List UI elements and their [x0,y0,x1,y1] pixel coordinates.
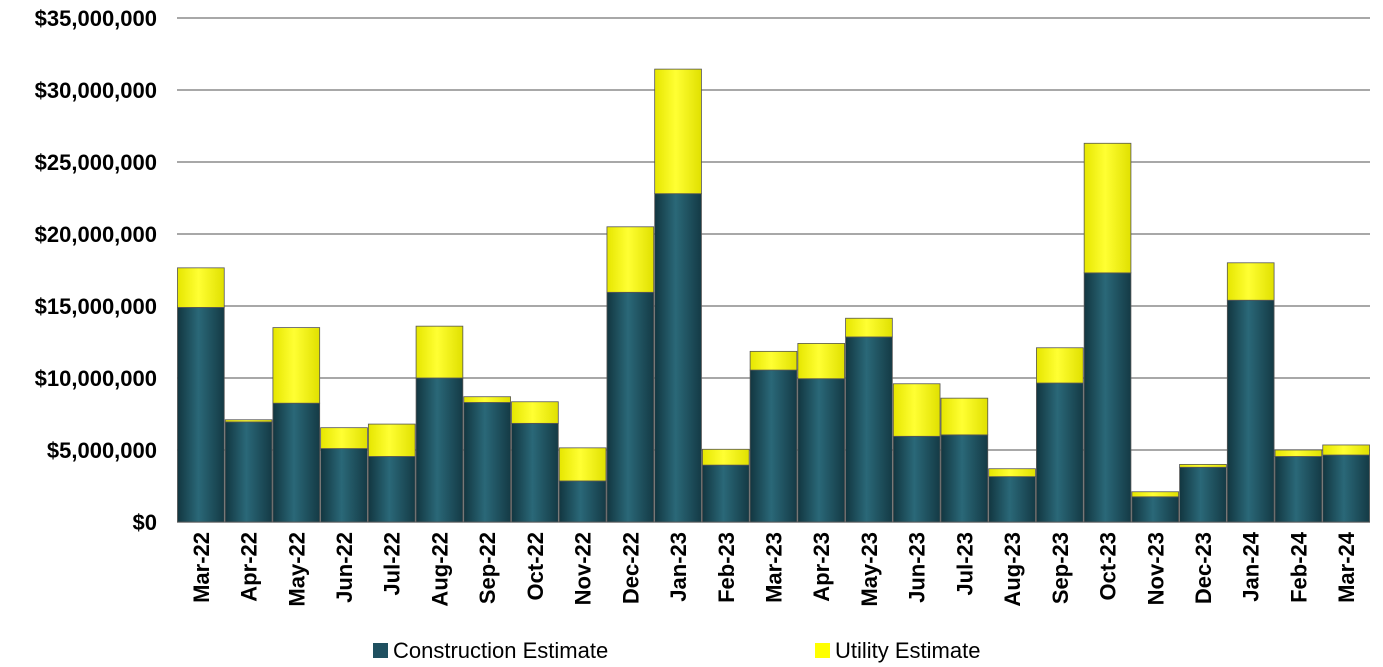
x-axis-tick-labels: Mar-22 Apr-22 May-22 Jun-22 Jul-22 Aug-22 Sep-… [189,531,1359,606]
legend: Construction Estimate Utility Estimate [373,638,980,663]
bar-utility-estimate [606,226,655,293]
bar-utility-estimate [845,317,893,338]
legend-label: Construction Estimate [393,638,608,663]
y-tick-label: $35,000,000 [35,6,157,31]
legend-label: Utility Estimate [835,638,980,663]
x-tick-label: Dec-22 [618,532,643,604]
bar-construction-estimate [606,291,655,523]
bar-utility-estimate [272,327,321,404]
legend-swatch [815,643,830,658]
bar-utility-estimate [1131,491,1180,498]
bar-construction-estimate [1274,456,1323,523]
bar-utility-estimate [749,350,798,371]
bar-construction-estimate [272,402,321,523]
bar-utility-estimate [1083,142,1132,274]
bar-utility-estimate [415,325,464,379]
y-axis-tick-labels: $0 $5,000,000 $10,000,000 $15,000,000 $20,00… [35,6,157,535]
x-tick-label: Oct-23 [1096,532,1121,600]
bar-utility-estimate [1322,444,1370,456]
bar-construction-estimate [654,193,702,523]
x-tick-label: Mar-24 [1334,531,1359,603]
bar-utility-estimate [1179,463,1227,468]
bar-construction-estimate [1322,454,1370,523]
bar-construction-estimate [1036,382,1084,523]
bar-construction-estimate [1131,496,1180,523]
bar-construction-estimate [988,476,1036,523]
bar-utility-estimate [463,396,511,403]
bar-construction-estimate [320,448,368,523]
x-tick-label: Mar-22 [189,532,214,603]
bar-utility-estimate [177,267,225,308]
y-tick-label: $5,000,000 [47,438,157,463]
bar-construction-estimate [558,480,607,523]
bar-utility-estimate [224,419,273,423]
bar-utility-estimate [1274,449,1323,457]
x-tick-label: Feb-23 [714,532,739,603]
bar-construction-estimate [224,421,273,523]
y-tick-label: $25,000,000 [35,150,157,175]
y-tick-label: $20,000,000 [35,222,157,247]
bar-construction-estimate [797,378,846,523]
bar-utility-estimate [797,343,846,380]
bar-utility-estimate [511,401,559,424]
bar-construction-estimate [892,435,941,523]
x-tick-label: Jul-22 [380,532,405,596]
x-tick-label: Dec-23 [1191,532,1216,604]
bar-utility-estimate [320,427,368,449]
x-tick-label: May-22 [284,532,309,607]
x-tick-label: Jan-24 [1239,531,1264,601]
x-tick-label: Sep-23 [1048,532,1073,604]
bar-construction-estimate [749,369,798,523]
x-tick-label: Apr-22 [237,532,262,602]
x-tick-label: Nov-23 [1143,532,1168,605]
x-tick-label: Aug-23 [1000,532,1025,607]
bar-utility-estimate [558,447,607,482]
bar-utility-estimate [988,468,1036,478]
x-tick-label: Apr-23 [809,532,834,602]
bar-construction-estimate [177,307,225,523]
bar-construction-estimate [1226,299,1275,523]
bar-construction-estimate [845,336,893,523]
bar-utility-estimate [1226,262,1275,301]
x-tick-label: Jun-22 [332,532,357,603]
bar-construction-estimate [1179,466,1227,523]
x-tick-label: Feb-24 [1286,531,1311,603]
bar-utility-estimate [940,397,989,436]
y-tick-label: $30,000,000 [35,78,157,103]
bar-construction-estimate [415,377,464,523]
x-tick-label: Jan-23 [666,532,691,602]
bar-construction-estimate [1083,272,1132,523]
x-tick-label: May-23 [857,532,882,607]
legend-swatch [373,643,388,658]
bar-utility-estimate [654,68,702,195]
bar-utility-estimate [892,383,941,437]
bar-utility-estimate [701,448,750,466]
x-tick-label: Nov-22 [571,532,596,605]
bar-utility-estimate [367,423,416,457]
bar-construction-estimate [463,402,511,523]
bars [177,68,1370,523]
y-tick-label: $10,000,000 [35,366,157,391]
x-tick-label: Jun-23 [905,532,930,603]
x-tick-label: Mar-23 [762,532,787,603]
bar-construction-estimate [701,464,750,523]
bar-construction-estimate [367,456,416,523]
bar-utility-estimate [1036,347,1084,384]
x-tick-label: Aug-22 [427,532,452,607]
y-tick-label: $0 [133,510,157,535]
x-tick-label: Sep-22 [475,532,500,604]
x-tick-label: Oct-22 [523,532,548,600]
y-tick-label: $15,000,000 [35,294,157,319]
bar-construction-estimate [940,434,989,523]
x-tick-label: Jul-23 [952,532,977,596]
bar-construction-estimate [511,422,559,523]
